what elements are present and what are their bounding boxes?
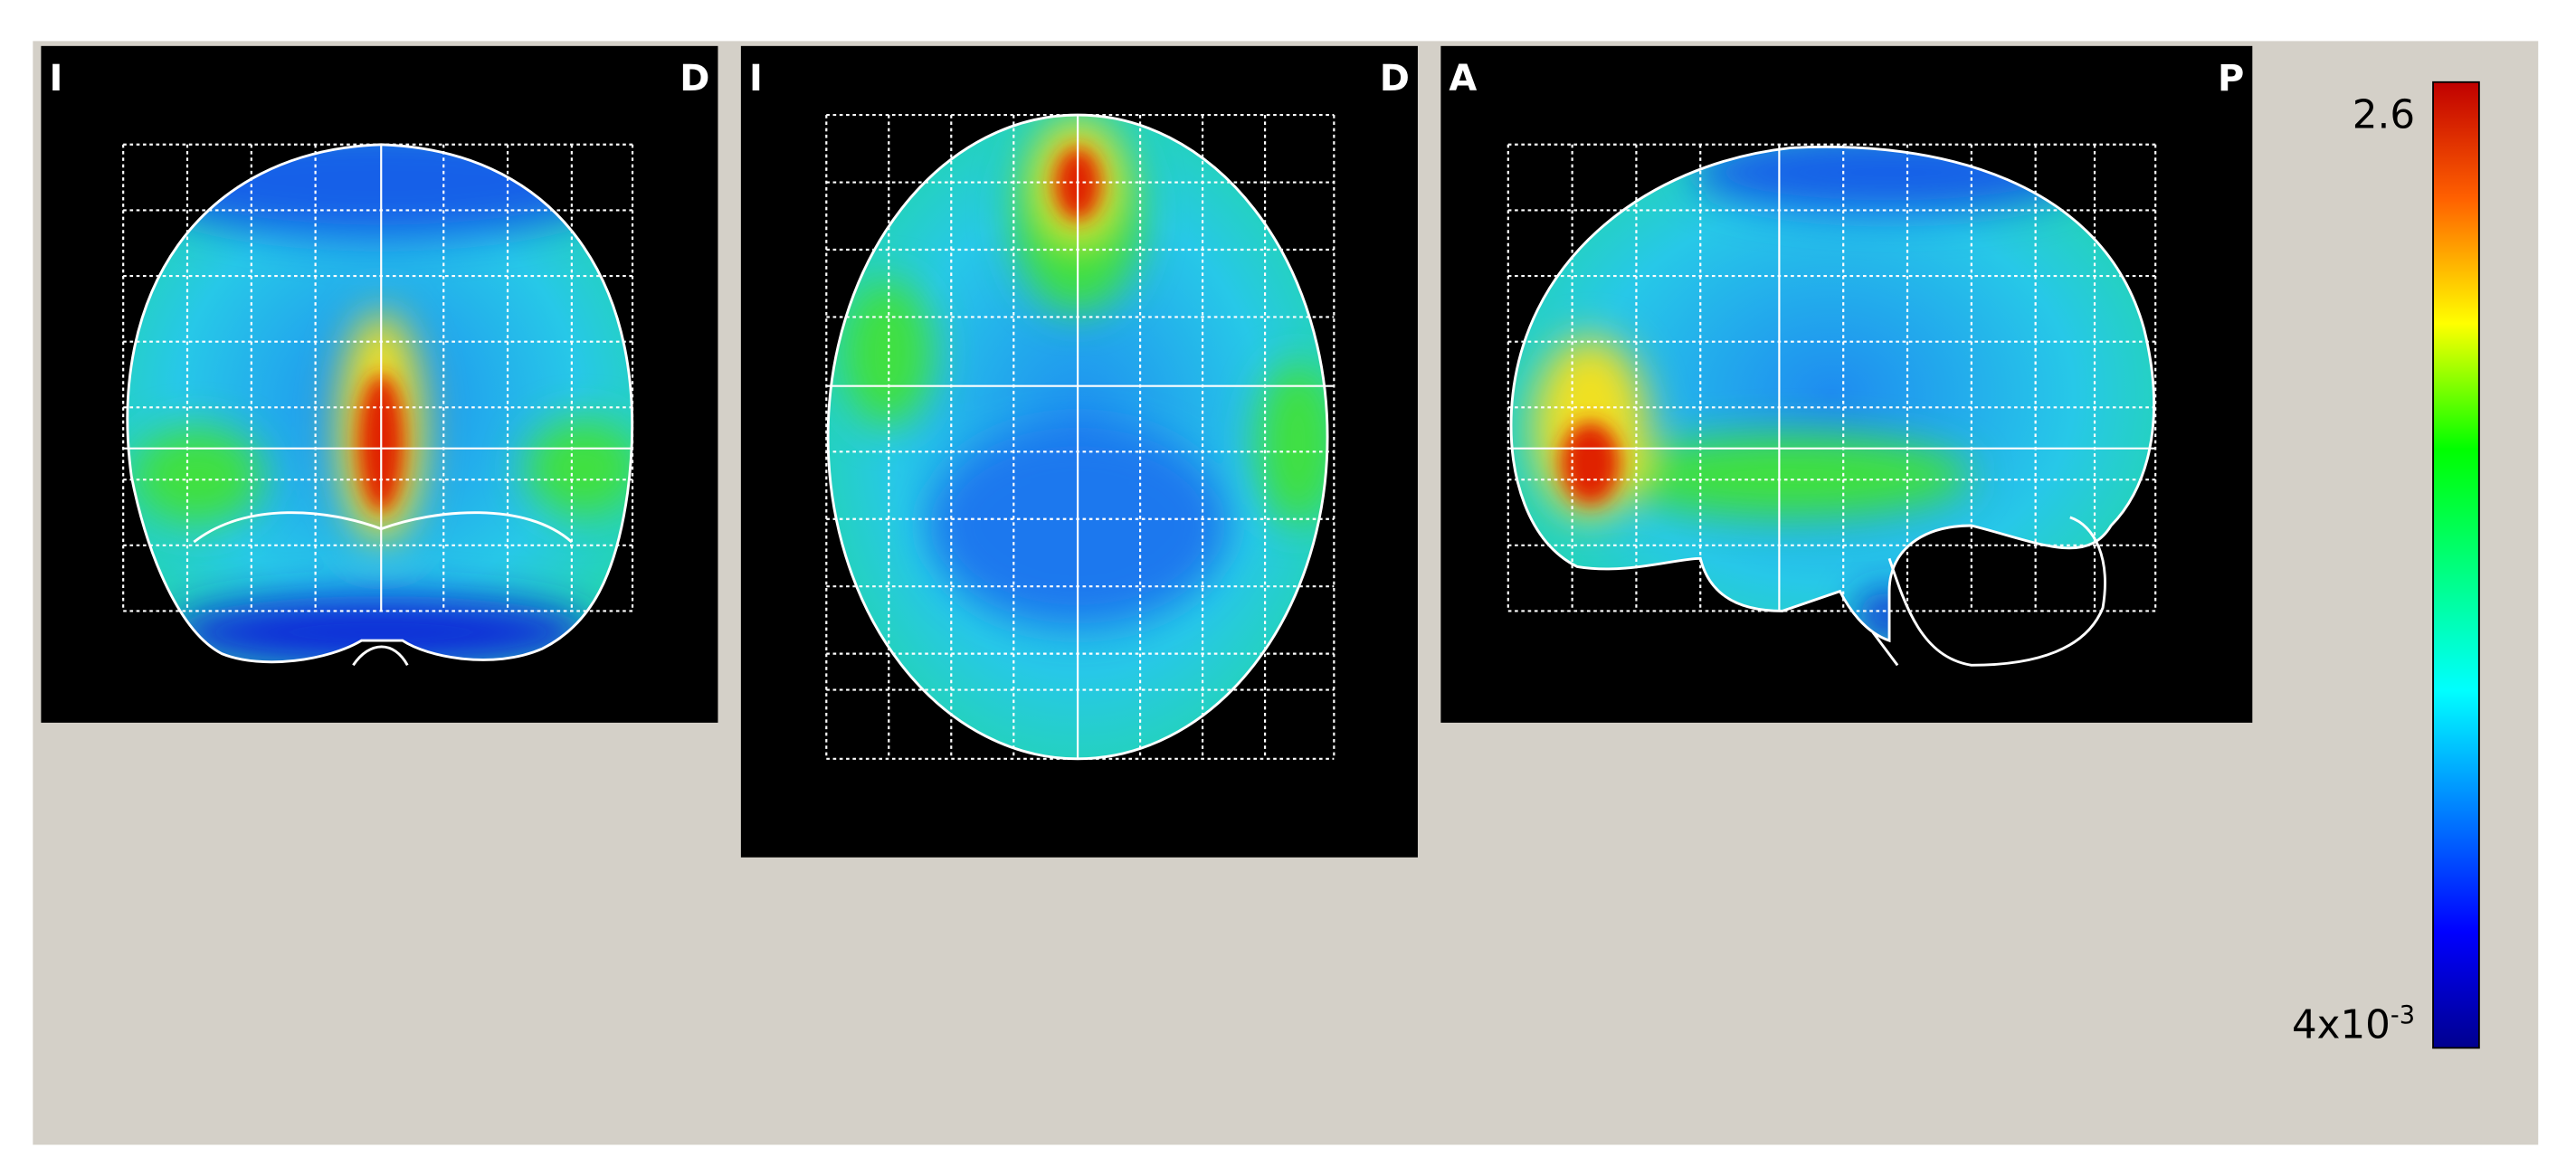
grid [122,143,634,612]
orientation-label: P [2218,58,2244,100]
grid [1507,143,2157,612]
axial-view: I D [740,45,1418,858]
coronal-view: I D [41,45,718,723]
colorbar-gradient [2432,81,2480,1049]
colorbar-max-label: 2.6 [2353,93,2415,138]
orientation-label: I [49,58,62,100]
colorbar-min-base: 4x10 [2292,1002,2391,1048]
orientation-label: D [680,58,709,100]
colorbar: 2.6 4x10-3 [2292,81,2480,1049]
orientation-label: A [1449,58,1477,100]
orientation-label: D [1380,58,1410,100]
colorbar-min-label: 4x10-3 [2292,1001,2415,1048]
grid [825,114,1336,760]
colorbar-min-exponent: -3 [2391,1001,2415,1029]
sagittal-view: A P [1440,45,2253,723]
orientation-label: I [749,58,763,100]
